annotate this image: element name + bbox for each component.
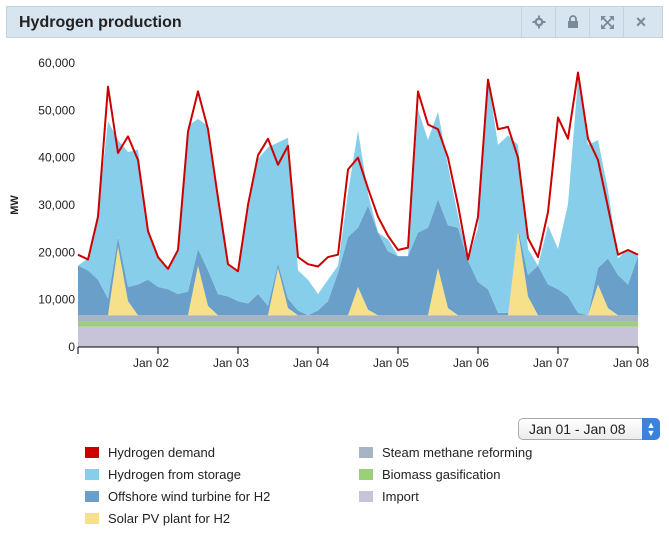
plot-area xyxy=(77,71,639,347)
y-tick-label: 10,000 xyxy=(38,293,75,307)
panel-header: Hydrogen production × xyxy=(6,6,663,38)
gears-icon[interactable] xyxy=(521,7,556,37)
x-tick-label: Jan 03 xyxy=(213,356,249,370)
legend-item-import[interactable]: Import xyxy=(359,487,419,505)
legend-label: Import xyxy=(382,488,419,504)
date-range-select[interactable]: Jan 01 - Jan 08 ▲ ▼ xyxy=(518,418,660,440)
series-steam-methane-reforming xyxy=(78,315,638,322)
x-tick-label: Jan 05 xyxy=(373,356,409,370)
legend-item-offshore-wind-turbine-for-h2[interactable]: Offshore wind turbine for H2 xyxy=(85,487,270,505)
axes: Jan 02 Jan 03 Jan 04 Jan 05 Jan 06 Jan 07 Jan … xyxy=(9,56,649,370)
y-tick-label: 60,000 xyxy=(38,56,75,70)
panel-title: Hydrogen production xyxy=(19,14,182,31)
x-tick-label: Jan 08 xyxy=(613,356,649,370)
y-tick-label: 50,000 xyxy=(38,103,75,117)
legend-label: Biomass gasification xyxy=(382,466,501,482)
legend-swatch xyxy=(85,512,99,524)
lock-icon[interactable] xyxy=(555,7,590,37)
series-offshore-wind-turbine-for-h2 xyxy=(78,199,638,316)
legend-label: Offshore wind turbine for H2 xyxy=(108,488,271,504)
y-tick-label: 40,000 xyxy=(38,151,75,165)
x-tick-label: Jan 06 xyxy=(453,356,489,370)
select-arrows-icon: ▲ ▼ xyxy=(642,418,660,440)
legend-item-biomass-gasification[interactable]: Biomass gasification xyxy=(359,465,501,483)
date-range-value: Jan 01 - Jan 08 xyxy=(529,421,626,437)
legend-item-solar-pv-plant-for-h2[interactable]: Solar PV plant for H2 xyxy=(85,509,230,527)
legend-item-hydrogen-demand[interactable]: Hydrogen demand xyxy=(85,443,215,461)
y-axis-label: MW xyxy=(9,195,21,215)
legend-swatch xyxy=(85,468,99,480)
legend-label: Steam methane reforming xyxy=(382,444,533,460)
legend-swatch xyxy=(359,468,373,480)
series-solar-pv-plant-for-h2 xyxy=(78,230,638,316)
x-tick-label: Jan 07 xyxy=(533,356,569,370)
legend-swatch xyxy=(359,490,373,502)
y-tick-label: 20,000 xyxy=(38,245,75,259)
legend-swatch xyxy=(359,446,373,458)
legend-label: Hydrogen demand xyxy=(108,444,215,460)
hydrogen-chart: Jan 02 Jan 03 Jan 04 Jan 05 Jan 06 Jan 07 Jan … xyxy=(9,56,649,370)
series-biomass-gasification xyxy=(78,321,638,327)
legend-item-hydrogen-from-storage[interactable]: Hydrogen from storage xyxy=(85,465,241,483)
legend-swatch xyxy=(85,446,99,458)
x-tick-label: Jan 02 xyxy=(133,356,169,370)
x-tick-label: Jan 04 xyxy=(293,356,329,370)
close-icon[interactable]: × xyxy=(623,7,658,37)
legend-label: Solar PV plant for H2 xyxy=(108,510,231,526)
legend-item-steam-methane-reforming[interactable]: Steam methane reforming xyxy=(359,443,532,461)
series-hydrogen-demand xyxy=(77,71,639,273)
legend-label: Hydrogen from storage xyxy=(108,466,241,482)
series-import xyxy=(78,326,638,347)
expand-icon[interactable] xyxy=(589,7,624,37)
y-tick-label: 0 xyxy=(68,340,75,354)
legend-swatch xyxy=(85,490,99,502)
y-tick-label: 30,000 xyxy=(38,198,75,212)
series-hydrogen-from-storage xyxy=(78,78,638,316)
